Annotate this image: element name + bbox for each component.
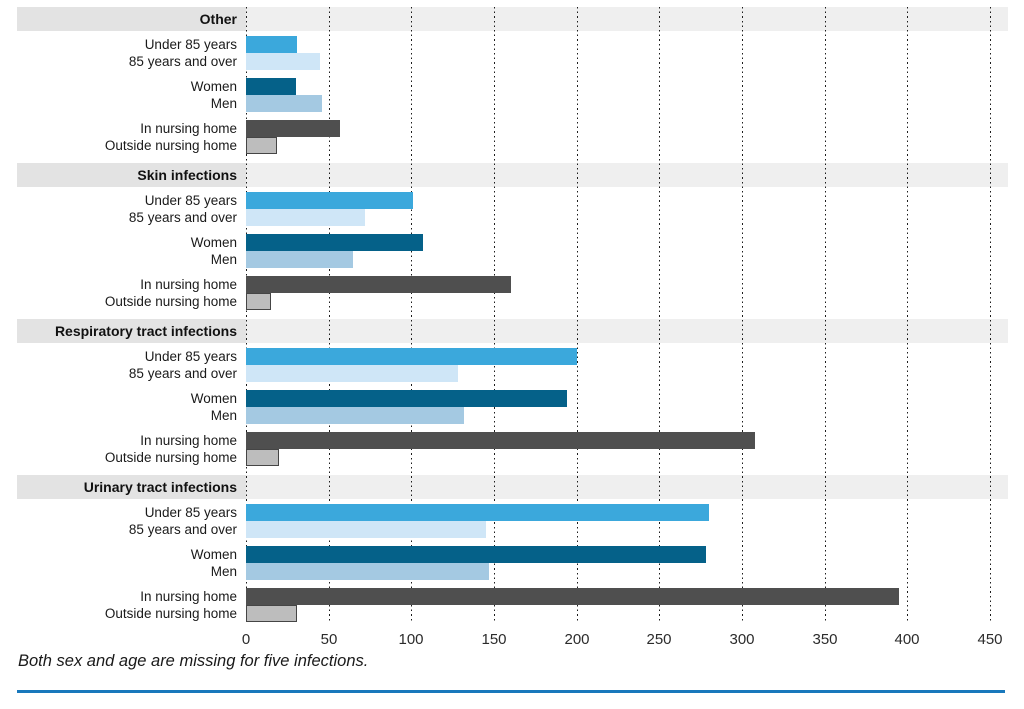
bar-85-years-and-over <box>246 53 320 70</box>
section-header-band <box>246 319 1008 343</box>
bar-outside-nursing-home <box>246 605 297 622</box>
section-respiratory-tract-infections: Respiratory tract infections Under 85 yea… <box>17 319 1008 475</box>
row-label-under-85-years: Under 85 years <box>144 505 237 520</box>
x-tick-100: 100 <box>398 631 424 648</box>
bar-group: In nursing home Outside nursing home <box>17 276 1008 310</box>
x-tick-50: 50 <box>320 631 338 648</box>
bar-group: In nursing home Outside nursing home <box>17 432 1008 466</box>
bar-under-85-years <box>246 348 577 365</box>
section-header: Skin infections <box>17 163 1008 187</box>
row-label-under-85-years: Under 85 years <box>144 37 237 52</box>
section-header: Other <box>17 7 1008 31</box>
row-label-women: Women <box>190 235 237 250</box>
row-label-men: Men <box>210 408 237 423</box>
x-tick-300: 300 <box>729 631 755 648</box>
bar-group: Women Men <box>17 546 1008 580</box>
bar-in-nursing-home <box>246 588 899 605</box>
row-label-85-years-and-over: 85 years and over <box>128 210 237 225</box>
x-tick-250: 250 <box>646 631 672 648</box>
bar-group: Women Men <box>17 78 1008 112</box>
row-label-85-years-and-over: 85 years and over <box>128 522 237 537</box>
row-label-men: Men <box>210 252 237 267</box>
section-title: Respiratory tract infections <box>17 319 246 343</box>
bar-women <box>246 78 296 95</box>
section-header-band <box>246 163 1008 187</box>
bar-group: In nursing home Outside nursing home <box>17 120 1008 154</box>
bar-group: Under 85 years 85 years and over <box>17 36 1008 70</box>
section-other: Other Under 85 years 85 years and over Wome… <box>17 7 1008 163</box>
row-label-under-85-years: Under 85 years <box>144 349 237 364</box>
row-label-85-years-and-over: 85 years and over <box>128 366 237 381</box>
row-label-outside-nursing-home: Outside nursing home <box>104 606 237 621</box>
x-tick-150: 150 <box>481 631 507 648</box>
row-label-in-nursing-home: In nursing home <box>140 277 237 292</box>
x-tick-0: 0 <box>241 631 251 648</box>
chart-sections: Other Under 85 years 85 years and over Wome… <box>17 7 1008 631</box>
row-label-women: Women <box>190 79 237 94</box>
bar-men <box>246 95 322 112</box>
section-header-band <box>246 475 1008 499</box>
bar-85-years-and-over <box>246 365 458 382</box>
bar-group: Women Men <box>17 390 1008 424</box>
section-title: Urinary tract infections <box>17 475 246 499</box>
bar-outside-nursing-home <box>246 449 279 466</box>
x-tick-450: 450 <box>977 631 1003 648</box>
bar-women <box>246 546 706 563</box>
x-axis: 0 50 100 150 200 250 300 350 400 450 <box>242 631 1008 651</box>
row-label-under-85-years: Under 85 years <box>144 193 237 208</box>
x-tick-400: 400 <box>894 631 920 648</box>
bar-85-years-and-over <box>246 209 365 226</box>
row-label-women: Women <box>190 547 237 562</box>
chart-area: Other Under 85 years 85 years and over Wome… <box>17 7 1008 648</box>
bar-outside-nursing-home <box>246 293 271 310</box>
x-tick-350: 350 <box>812 631 838 648</box>
row-label-in-nursing-home: In nursing home <box>140 433 237 448</box>
section-urinary-tract-infections: Urinary tract infections Under 85 years 85… <box>17 475 1008 631</box>
bar-in-nursing-home <box>246 120 340 137</box>
section-header-band <box>246 7 1008 31</box>
section-skin-infections: Skin infections Under 85 years 85 years an… <box>17 163 1008 319</box>
bar-under-85-years <box>246 192 413 209</box>
row-label-in-nursing-home: In nursing home <box>140 589 237 604</box>
bottom-divider <box>17 690 1005 693</box>
bar-men <box>246 563 489 580</box>
section-title: Skin infections <box>17 163 246 187</box>
row-label-men: Men <box>210 96 237 111</box>
row-label-outside-nursing-home: Outside nursing home <box>104 450 237 465</box>
bar-group: Under 85 years 85 years and over <box>17 504 1008 538</box>
row-label-85-years-and-over: 85 years and over <box>128 54 237 69</box>
section-header: Respiratory tract infections <box>17 319 1008 343</box>
bar-group: Under 85 years 85 years and over <box>17 192 1008 226</box>
section-header: Urinary tract infections <box>17 475 1008 499</box>
bar-outside-nursing-home <box>246 137 277 154</box>
bar-under-85-years <box>246 504 709 521</box>
bar-women <box>246 234 423 251</box>
bar-in-nursing-home <box>246 276 511 293</box>
bar-85-years-and-over <box>246 521 486 538</box>
row-label-men: Men <box>210 564 237 579</box>
bar-in-nursing-home <box>246 432 755 449</box>
x-tick-200: 200 <box>564 631 590 648</box>
row-label-women: Women <box>190 391 237 406</box>
section-title: Other <box>17 7 246 31</box>
bar-group: Women Men <box>17 234 1008 268</box>
bar-group: Under 85 years 85 years and over <box>17 348 1008 382</box>
bar-men <box>246 407 464 424</box>
bar-group: In nursing home Outside nursing home <box>17 588 1008 622</box>
bar-men <box>246 251 353 268</box>
chart-footnote: Both sex and age are missing for five in… <box>18 652 369 670</box>
bar-under-85-years <box>246 36 297 53</box>
row-label-outside-nursing-home: Outside nursing home <box>104 138 237 153</box>
row-label-in-nursing-home: In nursing home <box>140 121 237 136</box>
bar-women <box>246 390 567 407</box>
row-label-outside-nursing-home: Outside nursing home <box>104 294 237 309</box>
